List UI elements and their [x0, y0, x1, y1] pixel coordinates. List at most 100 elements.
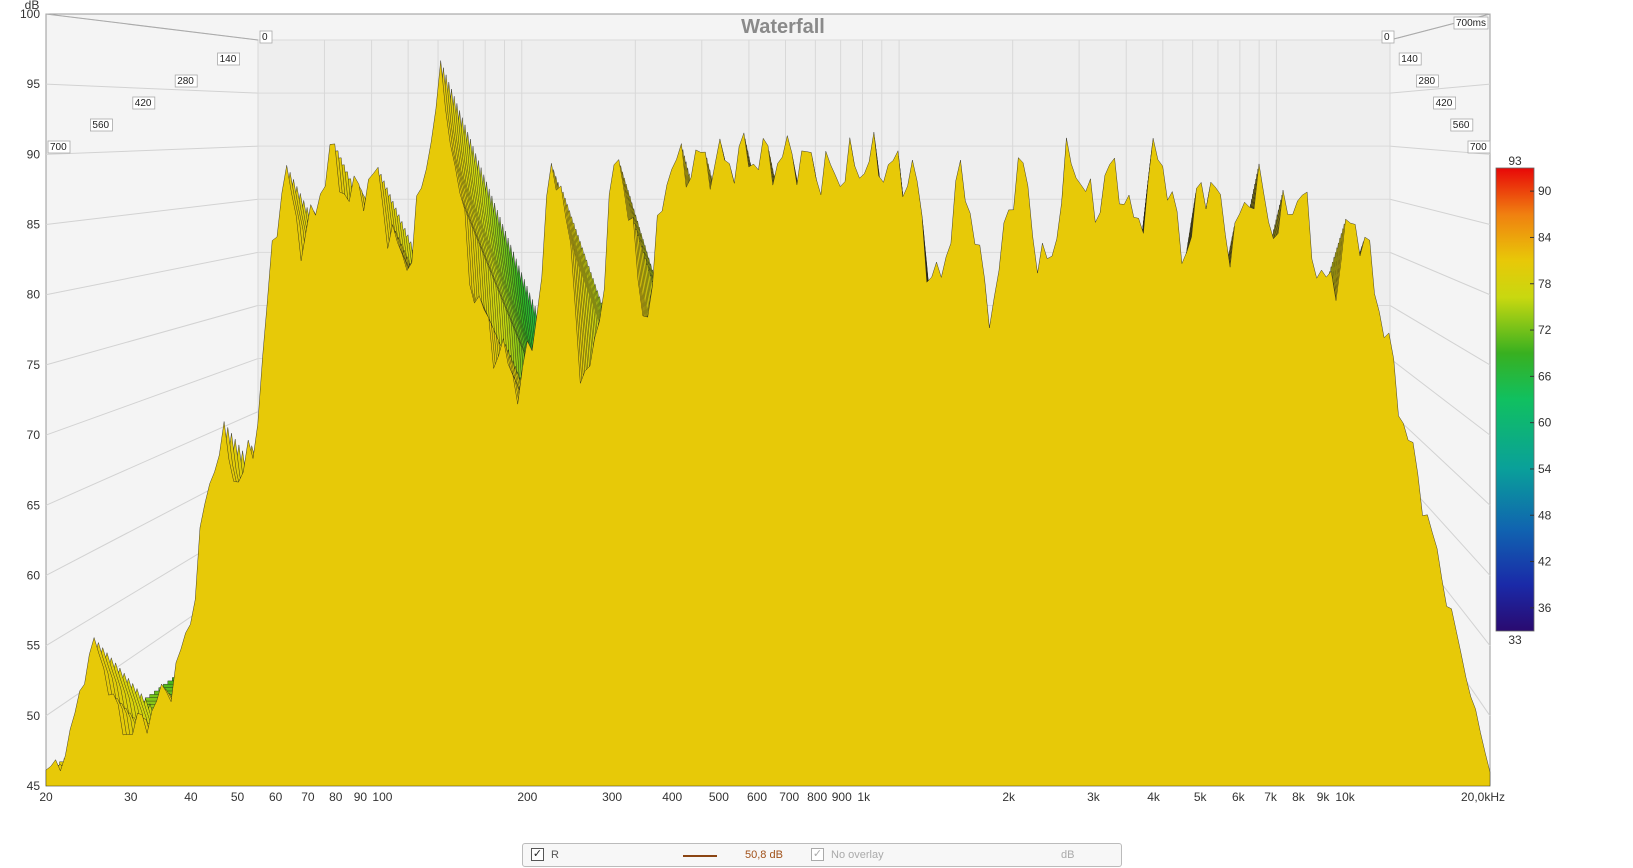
x-tick-label: 30	[124, 790, 138, 804]
side-gridline	[1389, 358, 1491, 436]
time-tick-text: 560	[92, 120, 109, 131]
r-line-swatch	[683, 855, 717, 857]
x-tick-label: 200	[517, 790, 537, 804]
y-axis-label: dB	[25, 0, 40, 12]
color-scale-tick-label: 90	[1538, 184, 1552, 198]
time-tick-left: 280	[174, 74, 198, 88]
time-tick-text: 420	[1436, 98, 1453, 109]
y-tick-label: 65	[27, 498, 41, 512]
x-tick-label: 400	[662, 790, 682, 804]
side-gridline	[45, 304, 259, 366]
x-tick-label: 700	[779, 790, 799, 804]
x-tick-label: 90	[354, 790, 368, 804]
x-tick-label: 6k	[1232, 790, 1246, 804]
time-tick-box	[1398, 52, 1422, 66]
y-tick-label: 75	[27, 358, 41, 372]
x-tick-label: 60	[269, 790, 283, 804]
y-tick-label: 85	[27, 218, 41, 232]
time-tick-text: 700ms	[1456, 18, 1486, 29]
color-scale-max: 93	[1508, 154, 1522, 168]
time-tick-box	[1450, 118, 1474, 132]
color-scale-tick-label: 84	[1538, 230, 1552, 244]
time-tick-text: 280	[1418, 76, 1435, 87]
time-tick-box	[47, 140, 71, 154]
time-tick-left: 700	[47, 140, 71, 154]
time-tick-left: 560	[90, 118, 113, 132]
time-tick-right: 560	[1450, 118, 1474, 132]
time-tick-text: 420	[135, 98, 152, 109]
x-tick-label: 800	[807, 790, 827, 804]
r-checkbox[interactable]: ✓	[531, 848, 544, 861]
color-scale-tick-label: 60	[1538, 416, 1552, 430]
r-value: 50,8 dB	[745, 849, 783, 861]
waterfall-slices	[45, 60, 1491, 787]
x-tick-label: 600	[747, 790, 767, 804]
time-tick-box	[1381, 30, 1395, 44]
side-gridline	[1389, 305, 1491, 366]
time-tick-right: 0	[1381, 30, 1395, 44]
overlay-label: No overlay	[831, 849, 884, 861]
x-tick-label: 7k	[1264, 790, 1278, 804]
x-tick-label: 40	[184, 790, 198, 804]
time-tick-text: 280	[177, 76, 194, 87]
time-tick-right: 700	[1467, 140, 1491, 154]
time-tick-text: 0	[1384, 32, 1390, 43]
time-tick-text: 560	[1453, 120, 1470, 131]
y-tick-label: 80	[27, 288, 41, 302]
overlay-checkbox[interactable]: ✓	[811, 848, 824, 861]
time-tick-box	[1433, 96, 1456, 110]
y-tick-label: 60	[27, 568, 41, 582]
time-tick-text: 700	[50, 142, 67, 153]
x-tick-label: 3k	[1087, 790, 1101, 804]
x-tick-label: 20	[39, 790, 53, 804]
x-tick-label: 300	[602, 790, 622, 804]
x-tick-label: 50	[231, 790, 245, 804]
time-tick-box	[1453, 16, 1489, 30]
y-tick-label: 50	[27, 709, 41, 723]
chart-title: Waterfall	[741, 16, 825, 38]
color-scale: 93 33 90 84 78 72 66 60 54 48 42 36	[1495, 154, 1552, 647]
x-tick-label: 100	[372, 790, 392, 804]
side-gridline	[45, 145, 259, 155]
overlay-unit: dB	[1061, 849, 1075, 861]
x-tick-label: 9k	[1317, 790, 1331, 804]
x-tick-label: 20,0kHz	[1461, 790, 1505, 804]
side-gridline	[45, 411, 259, 506]
side-gridline	[45, 358, 259, 436]
r-label: R	[551, 849, 559, 861]
color-scale-tick-label: 36	[1538, 601, 1552, 615]
time-tick-right: 420	[1433, 96, 1456, 110]
time-tick-right: 140	[1398, 52, 1422, 66]
x-tick-label: 80	[329, 790, 343, 804]
side-gridline	[45, 198, 259, 226]
x-tick-label: 10k	[1335, 790, 1355, 804]
time-tick-box	[259, 30, 273, 44]
x-tick-label: 900	[832, 790, 852, 804]
color-scale-tick-label: 54	[1538, 462, 1552, 476]
side-gridline	[1389, 251, 1491, 296]
x-tick-label: 2k	[1002, 790, 1016, 804]
y-tick-label: 45	[27, 779, 41, 793]
time-tick-text: 0	[262, 32, 268, 43]
time-tick-box	[217, 52, 241, 66]
time-tick-text: 700	[1470, 142, 1487, 153]
time-tick-text: 140	[1401, 54, 1418, 65]
color-scale-bar	[1495, 167, 1535, 632]
color-scale-tick-label: 72	[1538, 323, 1552, 337]
time-tick-left: 420	[132, 96, 156, 110]
x-tick-label: 500	[709, 790, 729, 804]
time-tick-right: 280	[1416, 74, 1439, 88]
color-scale-tick-label: 42	[1538, 555, 1552, 569]
side-gridline	[1389, 198, 1491, 226]
time-tick-box	[132, 96, 156, 110]
x-tick-label: 1k	[857, 790, 871, 804]
y-tick-label: 70	[27, 428, 41, 442]
side-gridline	[45, 83, 259, 94]
y-tick-label: 95	[27, 77, 41, 91]
time-tick-box	[1416, 74, 1439, 88]
x-tick-label: 70	[301, 790, 315, 804]
time-tick-text: 140	[220, 54, 237, 65]
time-slice	[45, 60, 1491, 787]
